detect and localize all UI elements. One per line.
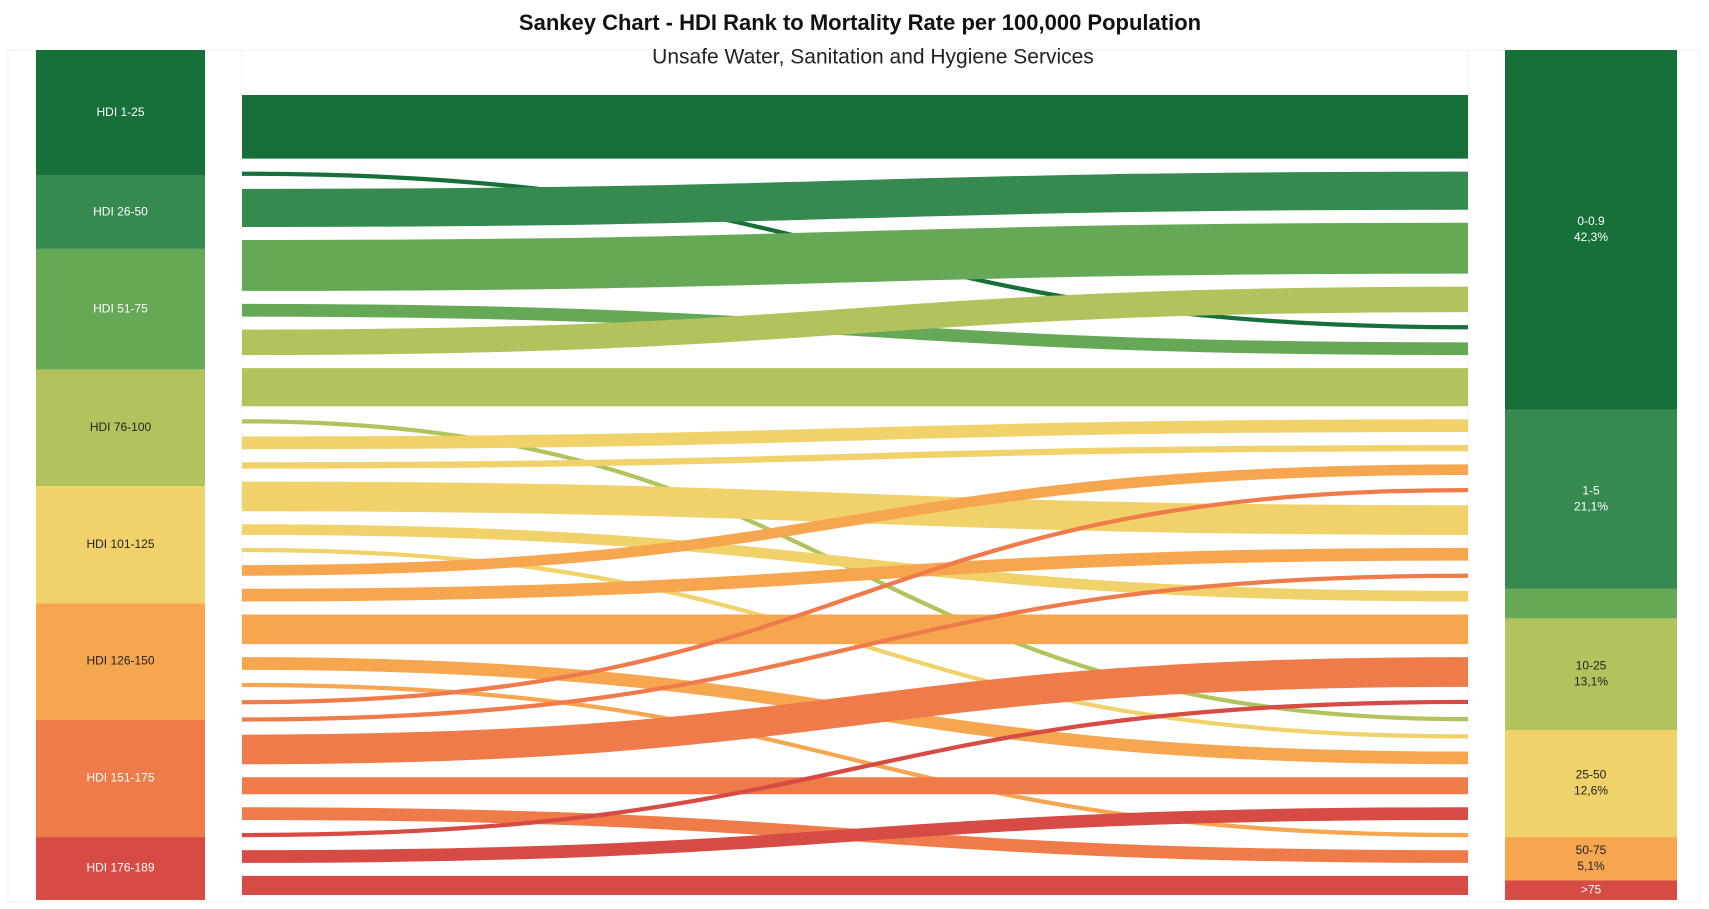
node: [36, 837, 205, 900]
link: [241, 171, 1469, 228]
node-label: 50-75: [1576, 843, 1607, 857]
chart-subtitle: Unsafe Water, Sanitation and Hygiene Ser…: [652, 46, 1094, 69]
node-label: 10-25: [1576, 658, 1607, 672]
link: [241, 682, 1469, 838]
node: [36, 486, 205, 604]
node: [1505, 837, 1677, 881]
node: [36, 603, 205, 720]
link: [241, 419, 1469, 450]
link: [241, 657, 1469, 765]
link: [241, 573, 1469, 722]
node-label: HDI 76-100: [90, 420, 152, 434]
node-value-label: 5,1%: [1577, 859, 1605, 873]
node-label: >75: [1581, 882, 1602, 896]
node: [1505, 50, 1677, 410]
link: [241, 444, 1469, 469]
node-label: 25-50: [1576, 768, 1607, 782]
node: [36, 248, 205, 370]
node-label: 1-5: [1582, 483, 1600, 497]
node: [1505, 730, 1677, 838]
node-label: HDI 126-150: [86, 654, 154, 668]
node: [1505, 409, 1677, 589]
link: [241, 547, 1469, 602]
link: [241, 699, 1469, 838]
link: [241, 222, 1469, 291]
link: [241, 464, 1469, 576]
link: [241, 487, 1469, 705]
node: [36, 175, 205, 249]
node: [1505, 618, 1677, 730]
link: [241, 286, 1469, 356]
node-value-label: 42,3%: [1574, 230, 1608, 244]
node-value-label: 12,6%: [1574, 784, 1608, 798]
node-label: HDI 151-175: [86, 771, 154, 785]
node-label: HDI 101-125: [86, 537, 154, 551]
node: [36, 50, 205, 176]
link: [241, 524, 1469, 602]
node-label: 0-0.9: [1577, 214, 1605, 228]
node-label: HDI 176-189: [86, 861, 154, 875]
node-value-label: 21,1%: [1574, 499, 1608, 513]
node: [1505, 880, 1677, 900]
node-value-label: 13,1%: [1574, 674, 1608, 688]
link: [241, 807, 1469, 863]
chart-title: Sankey Chart - HDI Rank to Mortality Rat…: [519, 10, 1201, 35]
link: [241, 481, 1469, 535]
node-label: HDI 51-75: [93, 301, 148, 315]
node: [1505, 588, 1677, 619]
node: [36, 719, 205, 838]
node: [36, 369, 205, 487]
node-label: HDI 26-50: [93, 205, 148, 219]
node-label: HDI 1-25: [96, 105, 144, 119]
